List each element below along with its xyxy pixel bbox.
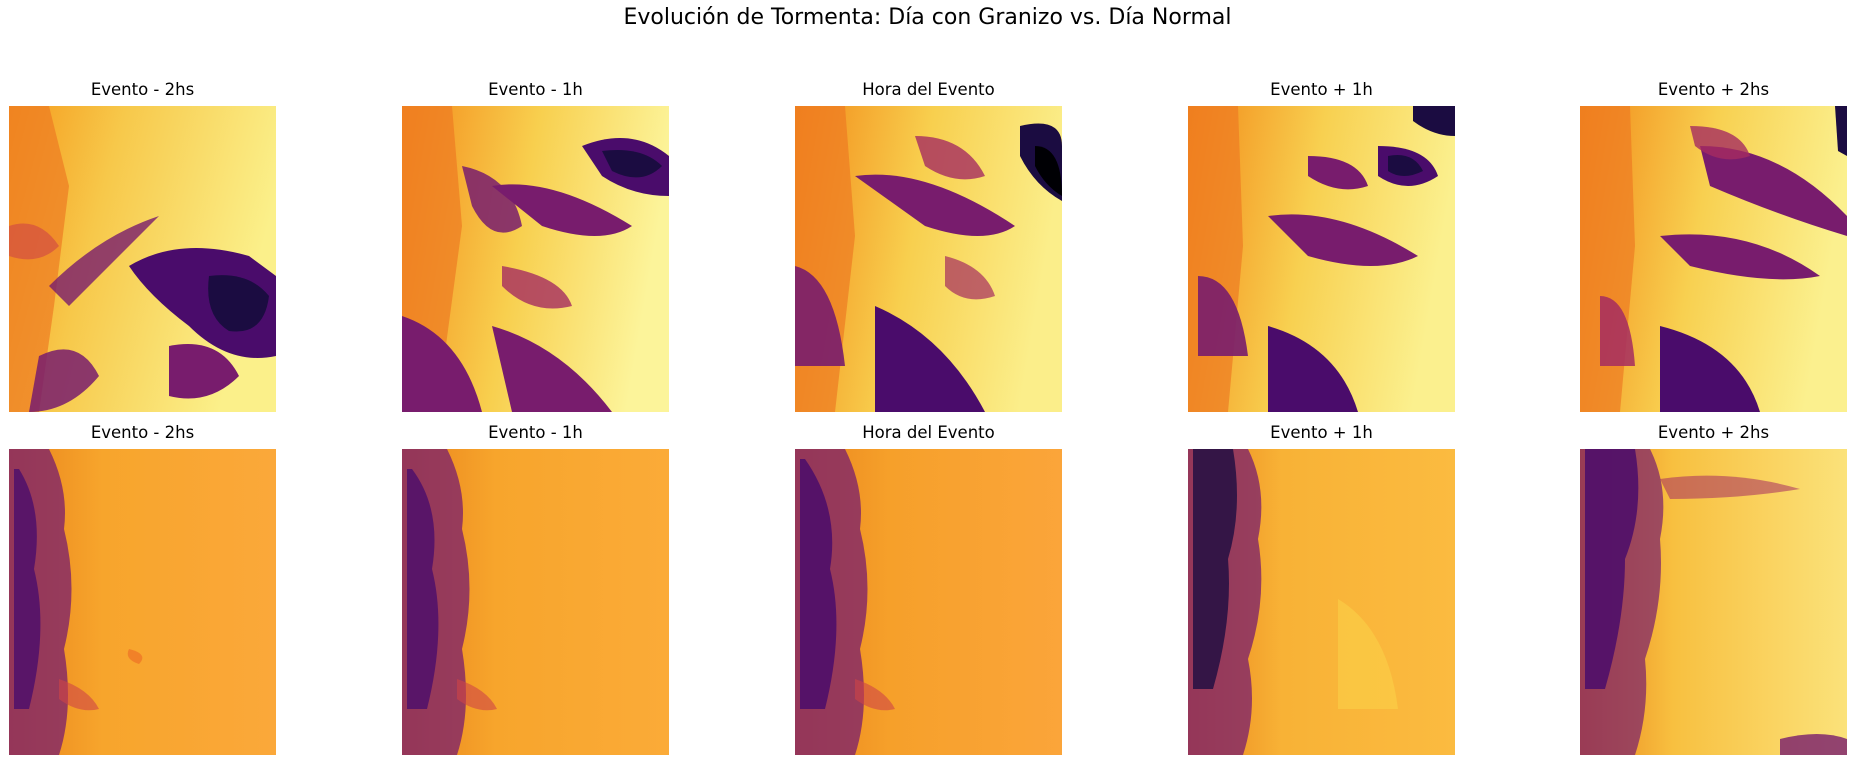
satellite-image xyxy=(402,449,669,755)
panel-title: Evento - 1h xyxy=(488,423,583,442)
satellite-image xyxy=(1580,106,1847,412)
panel-title: Evento - 1h xyxy=(488,80,583,99)
satellite-image xyxy=(9,106,276,412)
satellite-image xyxy=(795,449,1062,755)
panel-title: Evento + 2hs xyxy=(1657,80,1770,99)
panel-title: Evento + 1h xyxy=(1270,80,1373,99)
satellite-image xyxy=(795,106,1062,412)
satellite-image xyxy=(1188,449,1455,755)
panel-title: Hora del Evento xyxy=(862,80,995,99)
satellite-image xyxy=(9,449,276,755)
satellite-image xyxy=(1580,449,1847,755)
panel-title: Evento + 1h xyxy=(1270,423,1373,442)
panel-title: Evento - 2hs xyxy=(90,423,195,442)
satellite-image xyxy=(402,106,669,412)
panel-title: Evento - 2hs xyxy=(90,80,195,99)
panel-title: Hora del Evento xyxy=(862,423,995,442)
panel-title: Evento + 2hs xyxy=(1657,423,1770,442)
figure-title: Evolución de Tormenta: Día con Granizo v… xyxy=(623,5,1232,30)
satellite-image xyxy=(1188,106,1455,412)
